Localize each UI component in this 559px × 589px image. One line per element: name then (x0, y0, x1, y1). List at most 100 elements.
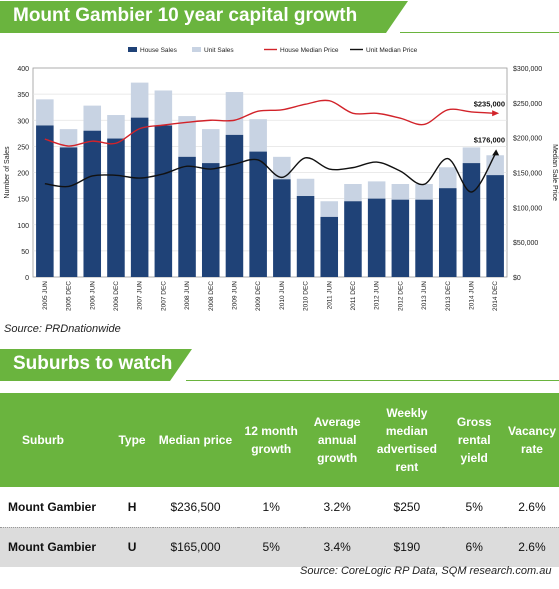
header-12-month-growth: 12 month growth (244, 424, 298, 456)
house-sales-bar (130, 117, 149, 277)
unit-sales-bar (344, 183, 362, 202)
table-row: Mount Gambier H $236,500 1% 3.2% $250 5%… (0, 487, 559, 527)
x-tick-label: 2012 DEC (397, 281, 404, 311)
house-sales-bar (201, 163, 220, 277)
legend-swatch-house-sales (128, 47, 137, 52)
table-source: Source: CoreLogic RP Data, SQM research.… (300, 565, 552, 577)
cell-weekly-rent: $190 (393, 540, 421, 555)
legend-label: Unit Sales (204, 47, 234, 54)
x-tick-label: 2013 JUN (421, 281, 428, 310)
unit-sales-bar (296, 178, 315, 197)
header-vacancy-rate: Vacancy rate (507, 424, 556, 456)
cell-annual-growth: 3.4% (323, 540, 351, 555)
cell-median-price: $165,000 (170, 540, 221, 555)
x-tick-label: 2014 JUN (468, 281, 475, 310)
x-tick-label: 2008 JUN (184, 281, 191, 310)
x-tick-label: 2007 DEC (160, 281, 167, 311)
house-sales-bar (273, 179, 291, 277)
house-sales-bar (438, 188, 457, 277)
x-tick-label: 2012 JUN (374, 281, 381, 310)
unit-sales-bar (225, 92, 244, 135)
unit-sales-bar (438, 167, 457, 189)
section-title: Suburbs to watch (13, 353, 173, 374)
cell-annual-growth: 3.2% (323, 499, 351, 514)
house-sales-bar (344, 201, 362, 277)
y2-tick-label: $150,000 (513, 171, 542, 178)
unit-sales-bar (36, 99, 54, 126)
unit-median-price-line (44, 154, 496, 193)
title-banner: Mount Gambier 10 year capital growth (0, 1, 408, 33)
cell-suburb: Mount Gambier (8, 540, 97, 555)
house-median-price-line (44, 99, 496, 147)
x-tick-label: 2010 DEC (303, 281, 310, 311)
house-sales-bar (178, 156, 196, 277)
suburbs-table: Suburb Type Median price 12 month growth … (0, 393, 559, 567)
header-gross-rental-yield: Gross rental yield (456, 415, 492, 465)
cell-type: U (127, 540, 137, 555)
chart-source: Source: PRDnationwide (4, 323, 121, 335)
section-rule (186, 380, 559, 381)
house-sales-bar (415, 199, 433, 277)
y-tick-label: 200 (17, 171, 29, 178)
unit-sales-bar (249, 119, 267, 152)
x-tick-label: 2008 DEC (208, 281, 215, 311)
unit-sales-bar (273, 156, 291, 180)
house-sales-bar (36, 125, 54, 277)
unit-sales-bar (415, 183, 433, 200)
x-tick-label: 2010 JUN (279, 281, 286, 310)
y2-tick-label: $200,000 (513, 136, 542, 143)
cell-suburb: Mount Gambier (8, 499, 97, 514)
y-tick-label: 0 (25, 275, 29, 282)
house-sales-bar (486, 175, 504, 277)
house-median-arrow (492, 110, 500, 117)
cell-type: H (127, 499, 137, 514)
y-tick-label: 400 (17, 66, 29, 73)
x-tick-label: 2006 JUN (89, 281, 96, 310)
section-banner: Suburbs to watch (0, 349, 192, 381)
unit-median-annotation: $176,000 (474, 135, 505, 144)
header-average-annual-growth: Average annual growth (313, 415, 361, 465)
suburbs-table-wrap: Suburb Type Median price 12 month growth … (0, 393, 559, 567)
x-tick-label: 2005 JUN (42, 281, 49, 310)
unit-sales-bar (367, 181, 386, 199)
y-tick-label: 100 (17, 223, 29, 230)
cell-vacancy-rate: 2.6% (518, 540, 546, 555)
cell-vacancy-rate: 2.6% (518, 499, 546, 514)
x-tick-label: 2013 DEC (445, 281, 452, 311)
y-tick-label: 150 (17, 197, 29, 204)
title-rule (400, 32, 559, 33)
unit-sales-bar (59, 129, 78, 148)
house-sales-bar (462, 163, 481, 277)
header-type: Type (118, 433, 146, 447)
x-tick-label: 2011 JUN (326, 281, 333, 310)
house-sales-bar (391, 199, 410, 277)
unit-sales-bar (391, 183, 410, 200)
header-weekly-median-rent: Weekly median advertised rent (376, 406, 437, 474)
x-tick-label: 2009 JUN (231, 281, 238, 310)
unit-sales-bar (320, 201, 339, 217)
y-tick-label: 350 (17, 92, 29, 99)
cell-12-month-growth: 5% (262, 540, 280, 555)
x-tick-label: 2009 DEC (255, 281, 262, 311)
legend-label: Unit Median Price (366, 47, 418, 54)
x-tick-label: 2011 DEC (350, 281, 357, 311)
header-median-price: Median price (158, 433, 233, 447)
table-header-row: Suburb Type Median price 12 month growth … (0, 393, 559, 487)
unit-sales-bar (462, 147, 481, 164)
y2-tick-label: $50,000 (513, 240, 538, 247)
x-tick-label: 2006 DEC (113, 281, 120, 311)
x-tick-label: 2014 DEC (492, 281, 499, 311)
cell-weekly-rent: $250 (393, 499, 421, 514)
header-suburb: Suburb (22, 433, 64, 447)
y-tick-label: 50 (21, 249, 29, 256)
cell-rental-yield: 5% (465, 499, 483, 514)
x-tick-label: 2007 JUN (137, 281, 144, 310)
house-median-annotation: $235,000 (474, 99, 505, 108)
unit-sales-bar (486, 155, 504, 176)
house-sales-bar (296, 196, 315, 277)
house-sales-bar (249, 151, 267, 277)
y-axis-label: Number of Sales (4, 146, 11, 199)
y2-tick-label: $100,000 (513, 205, 542, 212)
cell-median-price: $236,500 (170, 499, 221, 514)
unit-sales-bar (107, 115, 125, 139)
